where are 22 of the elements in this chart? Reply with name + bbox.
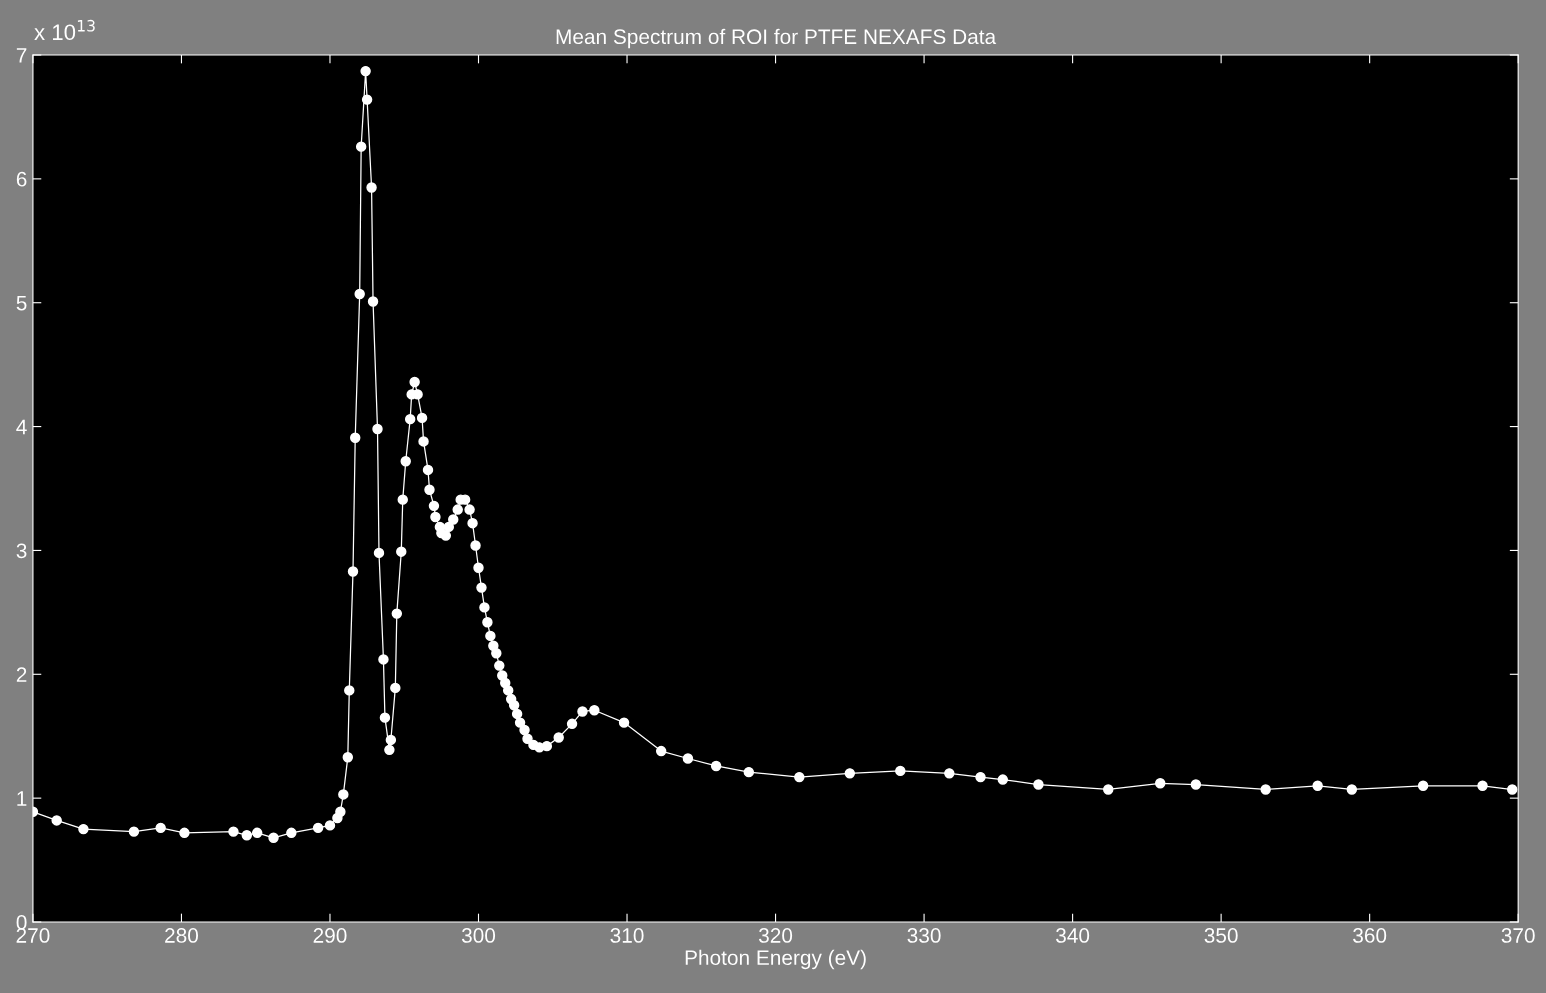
- x-tick-label: 290: [313, 928, 347, 943]
- y-tick-label: 1: [17, 791, 27, 806]
- text: x 10$^{13}$: [34, 19, 95, 41]
- y-tick-label: 3: [16, 543, 27, 559]
- x-tick-label: 270: [16, 928, 50, 943]
- x-tick-label: 330: [907, 928, 941, 943]
- y-tick-label: 0: [16, 915, 27, 930]
- x-tick-label: 350: [1204, 928, 1238, 943]
- x-tick-label: 280: [165, 928, 199, 943]
- x-axis-title: Photon Energy (eV): [685, 949, 866, 970]
- y-tick-label: 7: [16, 48, 27, 63]
- x-tick-label: 310: [610, 928, 644, 943]
- y-tick-label: 4: [16, 419, 27, 435]
- x-tick-label: 370: [1501, 928, 1535, 943]
- y-tick-label: 5: [16, 295, 27, 311]
- y-tick-label: 6: [16, 171, 27, 187]
- x-tick-label: 320: [758, 928, 793, 943]
- x-tick-label: 360: [1353, 928, 1387, 943]
- x-tick-label: 340: [1056, 928, 1090, 943]
- chart-title: Mean Spectrum of ROI for PTFE NEXAFS Data: [556, 28, 997, 49]
- y-tick-label: 2: [16, 667, 27, 682]
- x-tick-label: 300: [461, 928, 496, 943]
